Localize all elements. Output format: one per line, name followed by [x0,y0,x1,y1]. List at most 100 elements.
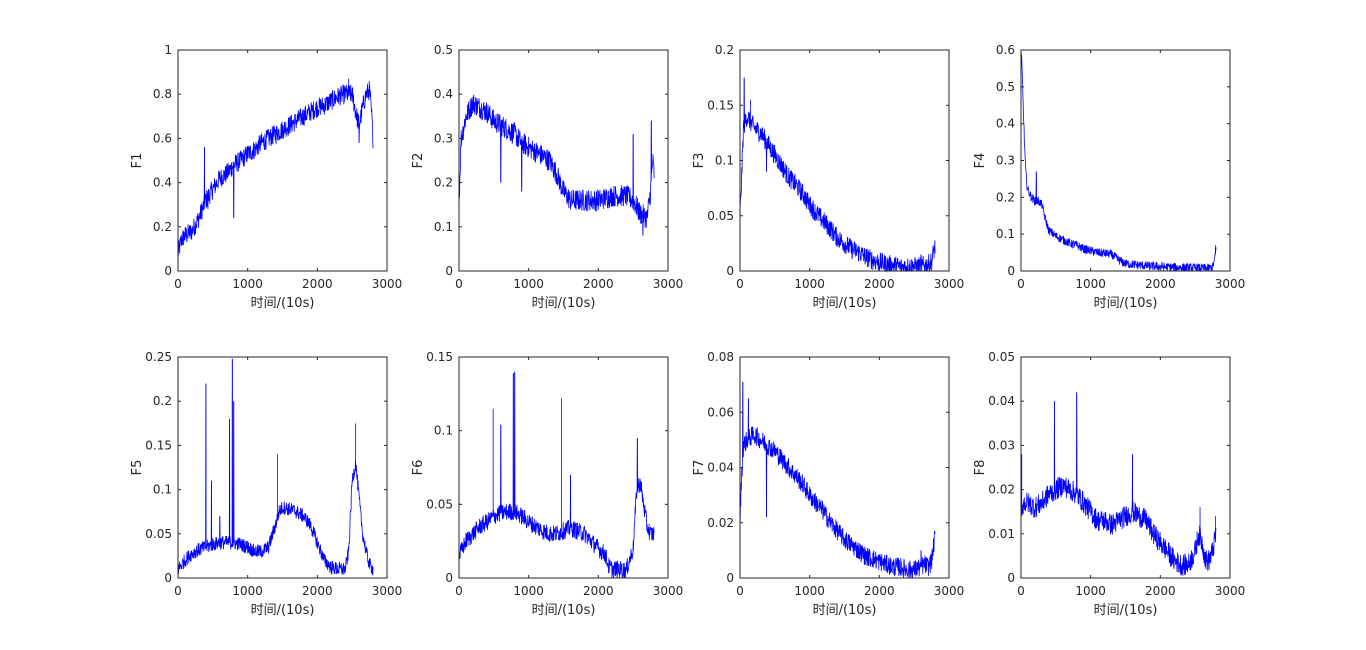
series-line-F1 [177,80,374,257]
subplot-4: 0 1000 2000 3000 0 0.1 0.2 0.3 0.4 0.5 0.6 时间/(10s)… [973,43,1245,311]
x-tick-label: 3000 [653,584,684,598]
axes-frame [177,49,388,272]
x-axis-label: 时间/(10s) [532,603,596,618]
x-tick-label: 2000 [864,584,895,598]
y-tick-label: 0.02 [988,483,1015,497]
y-tick-label: 0.1 [996,227,1015,241]
x-tick-label: 0 [455,277,463,291]
x-tick-label: 2000 [864,277,895,291]
y-tick-label: 0.02 [707,516,734,530]
axes-frame [177,356,388,579]
series-line-F4 [1020,54,1217,272]
y-tick-label: 0 [445,264,453,278]
axes-frame [1020,49,1231,272]
x-tick-label: 2000 [302,584,333,598]
x-tick-label: 3000 [372,584,403,598]
y-tick-label: 0.4 [996,117,1015,131]
x-tick-label: 0 [736,584,744,598]
y-tick-label: 0 [726,264,734,278]
y-axis-label: F7 [692,460,707,476]
y-tick-label: 0 [1007,571,1015,585]
x-tick-label: 1000 [794,584,825,598]
y-axis-label: F4 [973,153,988,169]
y-tick-label: 0.15 [707,98,734,112]
y-tick-label: 0.2 [153,394,172,408]
axes-frame [1020,356,1231,579]
y-tick-label: 0 [164,571,172,585]
y-tick-label: 0.15 [426,350,453,364]
y-tick-label: 0 [164,264,172,278]
y-tick-label: 0.4 [153,176,172,190]
y-tick-label: 0.03 [988,438,1015,452]
y-tick-label: 0.05 [426,497,453,511]
series-line-F8 [1020,392,1217,576]
axes-frame [458,49,669,272]
y-tick-label: 0.1 [434,424,453,438]
x-tick-label: 3000 [372,277,403,291]
y-axis-label: F5 [130,460,145,476]
x-tick-label: 0 [174,277,182,291]
subplot-5: 0 1000 2000 3000 0 0.05 0.1 0.15 0.2 0.25 时间/(10s)… [130,350,402,618]
y-axis-label: F3 [692,153,707,169]
y-tick-label: 0.1 [153,483,172,497]
y-tick-label: 0.4 [434,87,453,101]
axes-frame [739,49,950,272]
y-tick-label: 0.1 [434,220,453,234]
x-tick-label: 0 [174,584,182,598]
y-axis-label: F1 [130,153,145,169]
y-tick-label: 0 [1007,264,1015,278]
subplot-1: 0 1000 2000 3000 0 0.2 0.4 0.6 0.8 1 时间/(10s) F1 [130,43,402,311]
x-tick-label: 0 [1017,584,1025,598]
series-line-F7 [739,381,936,579]
x-tick-label: 1000 [1075,277,1106,291]
x-tick-label: 1000 [1075,584,1106,598]
y-tick-label: 0.08 [707,350,734,364]
y-tick-label: 0.25 [145,350,172,364]
x-axis-label: 时间/(10s) [251,603,315,618]
y-tick-label: 0.8 [153,87,172,101]
y-tick-label: 0 [445,571,453,585]
x-tick-label: 2000 [583,277,614,291]
x-tick-label: 1000 [232,277,263,291]
y-tick-label: 0.04 [988,394,1015,408]
x-tick-label: 0 [736,277,744,291]
x-tick-label: 3000 [934,584,965,598]
y-axis-label: F6 [411,460,426,476]
y-tick-label: 0.06 [707,405,734,419]
y-tick-label: 0.2 [715,43,734,57]
y-tick-label: 0 [726,571,734,585]
x-tick-label: 1000 [794,277,825,291]
y-tick-label: 0.05 [145,527,172,541]
subplot-8: 0 1000 2000 3000 0 0.01 0.02 0.03 0.04 0.05 时间/(10… [973,350,1245,618]
x-axis-label: 时间/(10s) [813,603,877,618]
x-tick-label: 1000 [513,584,544,598]
x-axis-label: 时间/(10s) [1094,296,1158,311]
subplot-3: 0 1000 2000 3000 0 0.05 0.1 0.15 0.2 时间/(10s) F3 [692,43,964,311]
y-tick-label: 0.3 [434,131,453,145]
x-tick-label: 1000 [232,584,263,598]
y-tick-label: 0.15 [145,438,172,452]
y-tick-label: 0.04 [707,461,734,475]
y-tick-label: 0.6 [153,131,172,145]
x-tick-label: 1000 [513,277,544,291]
x-tick-label: 0 [455,584,463,598]
y-tick-label: 0.05 [707,209,734,223]
x-tick-label: 3000 [934,277,965,291]
x-axis-label: 时间/(10s) [251,296,315,311]
x-tick-label: 2000 [302,277,333,291]
y-tick-label: 0.2 [996,190,1015,204]
x-tick-label: 2000 [583,584,614,598]
series-line-F3 [739,77,936,273]
x-axis-label: 时间/(10s) [532,296,596,311]
subplot-7: 0 1000 2000 3000 0 0.02 0.04 0.06 0.08 时间/(10s) F7 [692,350,964,618]
x-tick-label: 2000 [1145,277,1176,291]
y-tick-label: 0.2 [434,176,453,190]
y-axis-label: F8 [973,460,988,476]
x-tick-label: 2000 [1145,584,1176,598]
series-line-F5 [177,358,374,576]
x-tick-label: 3000 [653,277,684,291]
subplot-2: 0 1000 2000 3000 0 0.1 0.2 0.3 0.4 0.5 时间/(10s) F2 [411,43,683,311]
x-axis-label: 时间/(10s) [1094,603,1158,618]
y-tick-label: 0.01 [988,527,1015,541]
